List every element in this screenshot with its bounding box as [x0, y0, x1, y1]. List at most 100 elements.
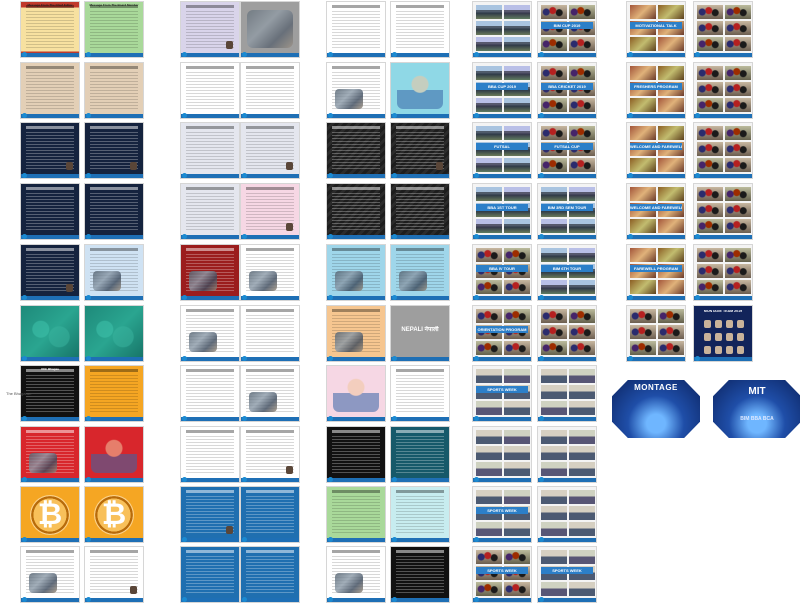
- magazine-page[interactable]: [20, 305, 80, 362]
- magazine-page[interactable]: [472, 426, 532, 483]
- magazine-page[interactable]: [84, 305, 144, 362]
- magazine-page[interactable]: [20, 62, 80, 119]
- magazine-page[interactable]: [326, 122, 386, 179]
- magazine-page[interactable]: [20, 426, 80, 483]
- magazine-page[interactable]: [20, 122, 80, 179]
- magazine-page[interactable]: SPORTS WEEK: [472, 365, 532, 422]
- magazine-page[interactable]: ORIENTATION PROGRAM: [472, 305, 532, 362]
- page-background: [391, 306, 449, 361]
- magazine-page[interactable]: [84, 62, 144, 119]
- magazine-page[interactable]: [84, 183, 144, 240]
- magazine-page[interactable]: [180, 305, 240, 362]
- magazine-page[interactable]: [240, 1, 300, 58]
- magazine-page[interactable]: FAREWELL PROGRAM: [626, 244, 686, 301]
- magazine-page[interactable]: [693, 62, 753, 119]
- magazine-page[interactable]: [180, 426, 240, 483]
- magazine-page[interactable]: Message From The Board Member: [84, 1, 144, 58]
- magazine-page[interactable]: [240, 305, 300, 362]
- magazine-page[interactable]: [390, 62, 450, 119]
- event-photo: [697, 5, 723, 19]
- magazine-page[interactable]: [180, 486, 240, 543]
- magazine-page[interactable]: Ohh Bhagaa: [20, 365, 80, 422]
- magazine-page[interactable]: [240, 122, 300, 179]
- magazine-page[interactable]: [693, 244, 753, 301]
- magazine-page[interactable]: [20, 244, 80, 301]
- magazine-page[interactable]: BIM CUP 2019: [537, 1, 597, 58]
- magazine-page[interactable]: BBA 1ST TOUR: [472, 183, 532, 240]
- magazine-page[interactable]: [240, 486, 300, 543]
- magazine-page[interactable]: BIM 6TH TOUR: [537, 244, 597, 301]
- magazine-page[interactable]: [390, 244, 450, 301]
- magazine-page[interactable]: Message From The Chief Editor: [20, 1, 80, 58]
- magazine-page[interactable]: FUTSAL: [472, 122, 532, 179]
- magazine-page[interactable]: [180, 546, 240, 603]
- magazine-page[interactable]: BBA CUP 2019: [472, 62, 532, 119]
- magazine-page[interactable]: [390, 365, 450, 422]
- magazine-page[interactable]: [537, 426, 597, 483]
- magazine-page[interactable]: BBA IV TOUR: [472, 244, 532, 301]
- back-cover[interactable]: MIT BIM BBA BCA: [713, 380, 800, 438]
- magazine-page[interactable]: SPORTS WEEK: [472, 486, 532, 543]
- magazine-page[interactable]: [390, 1, 450, 58]
- page-footer: [538, 53, 596, 57]
- magazine-page[interactable]: ₿: [20, 486, 80, 543]
- magazine-page[interactable]: [180, 365, 240, 422]
- magazine-page[interactable]: [180, 183, 240, 240]
- magazine-page[interactable]: [240, 426, 300, 483]
- magazine-page[interactable]: [84, 244, 144, 301]
- magazine-page[interactable]: WELCOME AND FAREWELL: [626, 122, 686, 179]
- magazine-page[interactable]: [390, 426, 450, 483]
- magazine-page[interactable]: FRESHERS PROGRAM: [626, 62, 686, 119]
- magazine-page[interactable]: [326, 305, 386, 362]
- magazine-page[interactable]: [326, 62, 386, 119]
- magazine-page[interactable]: [537, 365, 597, 422]
- magazine-page[interactable]: MOTIVATIONAL TALK: [626, 1, 686, 58]
- magazine-page[interactable]: [240, 183, 300, 240]
- magazine-page[interactable]: [390, 486, 450, 543]
- magazine-page[interactable]: [693, 1, 753, 58]
- magazine-page[interactable]: [326, 244, 386, 301]
- magazine-page[interactable]: [240, 244, 300, 301]
- magazine-page[interactable]: [693, 122, 753, 179]
- magazine-page[interactable]: [472, 1, 532, 58]
- magazine-page[interactable]: [20, 183, 80, 240]
- front-cover[interactable]: MONTAGE: [612, 380, 700, 438]
- magazine-page[interactable]: [326, 365, 386, 422]
- magazine-page[interactable]: [180, 244, 240, 301]
- magazine-page[interactable]: [180, 1, 240, 58]
- magazine-page[interactable]: [84, 122, 144, 179]
- magazine-page[interactable]: [326, 426, 386, 483]
- magazine-page[interactable]: [537, 486, 597, 543]
- event-photo: [541, 490, 567, 504]
- magazine-page[interactable]: [326, 546, 386, 603]
- event-photo: [476, 522, 502, 536]
- magazine-page[interactable]: NEPALI नेपाली: [390, 305, 450, 362]
- magazine-page[interactable]: BIM 3RD SEM TOUR: [537, 183, 597, 240]
- magazine-page[interactable]: [326, 183, 386, 240]
- body-text: [396, 375, 444, 413]
- magazine-page[interactable]: [240, 546, 300, 603]
- magazine-page[interactable]: [20, 546, 80, 603]
- magazine-page[interactable]: SPORTS WEEK: [472, 546, 532, 603]
- magazine-page[interactable]: [84, 365, 144, 422]
- magazine-page[interactable]: [693, 183, 753, 240]
- magazine-page[interactable]: [84, 546, 144, 603]
- magazine-page[interactable]: [180, 122, 240, 179]
- magazine-page[interactable]: ₿: [84, 486, 144, 543]
- magazine-page[interactable]: BBA CRICKET 2019: [537, 62, 597, 119]
- magazine-page[interactable]: [390, 183, 450, 240]
- magazine-page[interactable]: [326, 1, 386, 58]
- magazine-page[interactable]: [626, 305, 686, 362]
- magazine-page[interactable]: [84, 426, 144, 483]
- magazine-page[interactable]: [390, 546, 450, 603]
- magazine-page[interactable]: MONTAGE TEAM 2019: [693, 305, 753, 362]
- magazine-page[interactable]: [326, 486, 386, 543]
- magazine-page[interactable]: [240, 62, 300, 119]
- magazine-page[interactable]: WELCOME AND FAREWELL: [626, 183, 686, 240]
- magazine-page[interactable]: [240, 365, 300, 422]
- magazine-page[interactable]: [537, 305, 597, 362]
- magazine-page[interactable]: FUTSAL CUP: [537, 122, 597, 179]
- magazine-page[interactable]: [390, 122, 450, 179]
- magazine-page[interactable]: [180, 62, 240, 119]
- magazine-page[interactable]: SPORTS WEEK: [537, 546, 597, 603]
